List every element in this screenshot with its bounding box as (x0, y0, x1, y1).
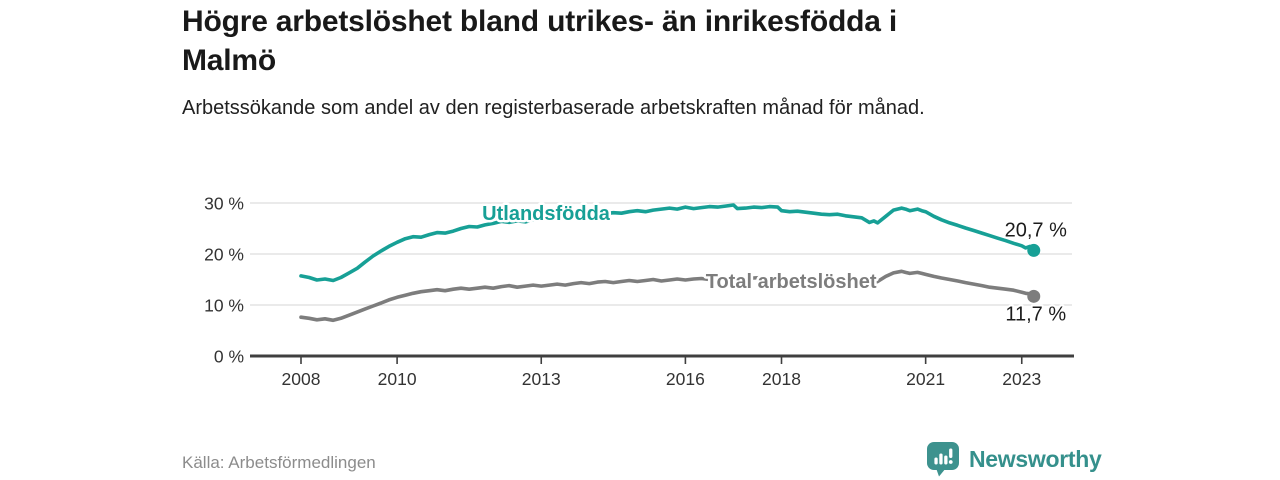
y-axis-label: 30 % (204, 194, 244, 214)
logo-bubble-tail (936, 468, 946, 477)
logo-exclamation-dot (948, 460, 953, 464)
x-axis-label: 2008 (282, 369, 321, 389)
series-label-1: Total arbetslöshet (706, 271, 877, 293)
x-axis-label: 2021 (906, 369, 945, 389)
x-axis-label: 2023 (1002, 369, 1041, 389)
logo-bar-3 (944, 455, 948, 465)
series-line-1 (299, 269, 1036, 323)
x-axis-label: 2013 (522, 369, 561, 389)
series-end-dot-0 (1027, 243, 1041, 257)
series-line-0 (299, 203, 1036, 283)
newsworthy-logo-text: Newsworthy (969, 445, 1102, 472)
logo-bubble (927, 442, 959, 470)
newsworthy-logo[interactable]: Newsworthy (926, 441, 1102, 477)
unemployment-line-chart: 0 % 10 % 20 % 30 % 2008 2010 2013 2016 2018 2021 2… (204, 194, 1074, 389)
series-label-0: Utlandsfödda (482, 203, 611, 225)
x-axis-label: 2018 (762, 369, 801, 389)
chart-subtitle: Arbetssökande som andel av den registerb… (182, 97, 925, 119)
y-axis-label: 0 % (214, 347, 244, 367)
y-axis-label: 10 % (204, 296, 244, 316)
chart-title: Högre arbetslöshet bland utrikes- än inr… (182, 5, 897, 77)
x-axis-label: 2010 (378, 369, 417, 389)
x-axis-label: 2016 (666, 369, 705, 389)
logo-bar-1 (934, 457, 938, 465)
series-end-dot-1 (1027, 289, 1041, 303)
series-end-value-1: 11,7 % (1005, 303, 1066, 325)
series-end-value-0: 20,7 % (1005, 219, 1067, 241)
source-note: Källa: Arbetsförmedlingen (182, 453, 376, 472)
bar-chart-speech-bubble-icon (927, 442, 959, 477)
logo-exclamation-bar (949, 448, 953, 458)
y-axis-label: 20 % (204, 245, 244, 265)
logo-bar-2 (939, 453, 943, 465)
